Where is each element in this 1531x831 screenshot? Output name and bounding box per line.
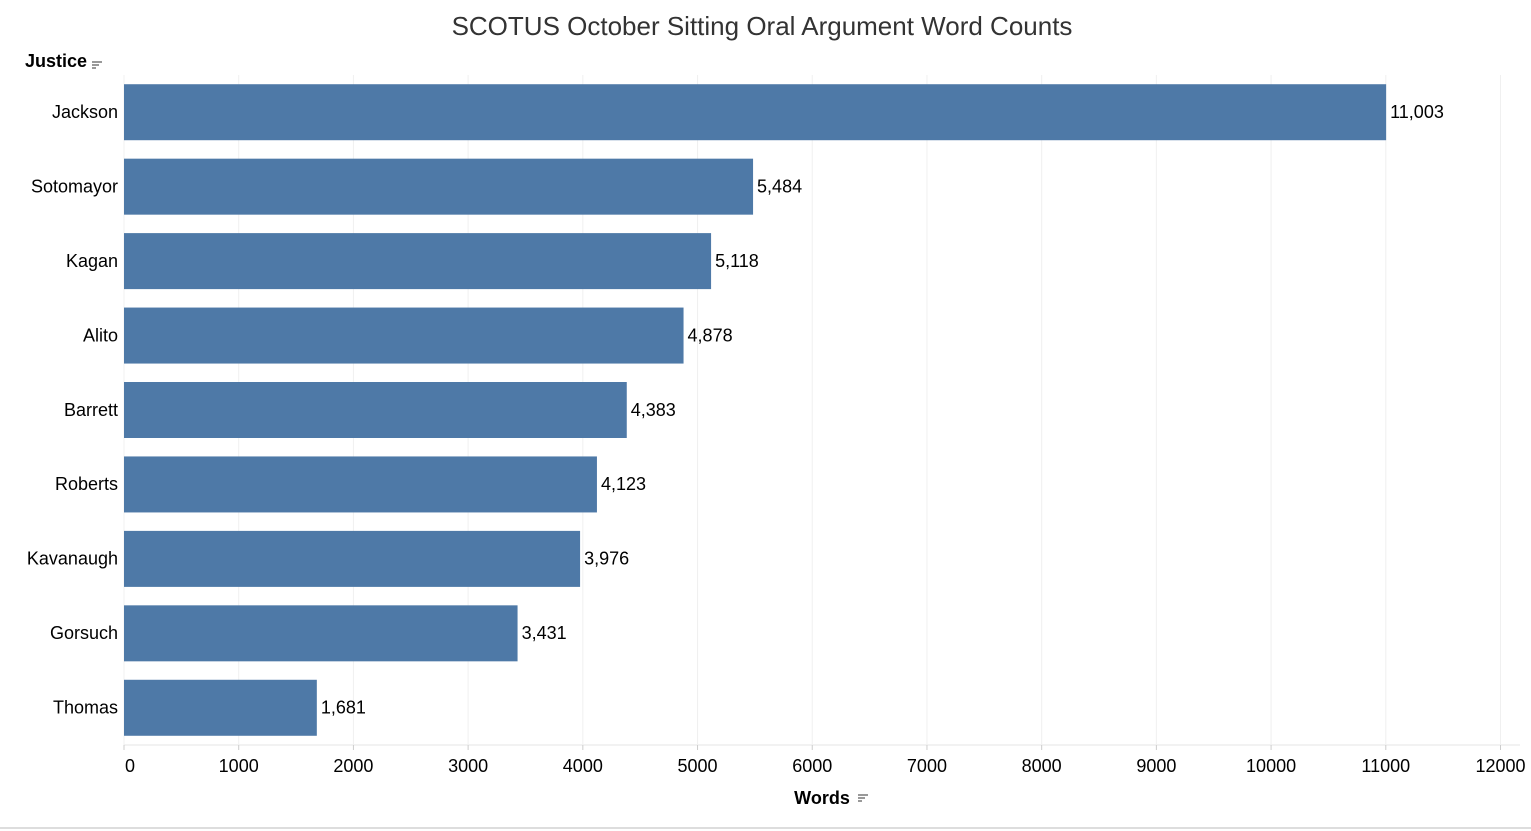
- sort-icon[interactable]: [92, 61, 102, 69]
- bar: [124, 530, 581, 587]
- x-tick-label: 0: [125, 756, 135, 776]
- bar: [124, 456, 597, 513]
- y-tick-label: Barrett: [64, 400, 118, 420]
- x-tick-label: 10000: [1246, 756, 1296, 776]
- x-tick-label: 11000: [1361, 756, 1410, 776]
- x-tick-label: 4000: [563, 756, 603, 776]
- data-label: 1,681: [321, 698, 366, 718]
- chart-title: SCOTUS October Sitting Oral Argument Wor…: [452, 11, 1073, 41]
- y-tick-label: Gorsuch: [50, 623, 118, 643]
- y-tick-label: Kavanaugh: [27, 549, 118, 569]
- x-tick-label: 5000: [678, 756, 718, 776]
- y-axis-title: Justice: [25, 51, 87, 71]
- x-tick-label: 9000: [1136, 756, 1176, 776]
- y-tick-label: Sotomayor: [31, 176, 118, 196]
- data-label: 3,431: [522, 623, 567, 643]
- bar: [124, 233, 712, 290]
- data-label: 11,003: [1390, 102, 1444, 122]
- y-tick-label: Thomas: [53, 698, 118, 718]
- y-tick-label: Roberts: [55, 474, 118, 494]
- data-label: 5,484: [757, 176, 802, 196]
- x-tick-label: 6000: [792, 756, 832, 776]
- x-tick-label: 2000: [333, 756, 373, 776]
- data-label: 4,878: [688, 325, 733, 345]
- bar: [124, 679, 317, 736]
- bar: [124, 158, 754, 215]
- y-tick-label: Kagan: [66, 251, 118, 271]
- x-tick-label: 12000: [1475, 756, 1525, 776]
- x-tick-label: 7000: [907, 756, 947, 776]
- x-axis-title: Words: [794, 788, 850, 808]
- data-label: 4,123: [601, 474, 646, 494]
- data-label: 5,118: [715, 251, 759, 271]
- x-tick-label: 1000: [219, 756, 259, 776]
- bar: [124, 605, 518, 662]
- bar: [124, 382, 627, 438]
- bar: [124, 84, 1387, 141]
- y-tick-label: Jackson: [52, 102, 118, 122]
- data-label: 4,383: [631, 400, 676, 420]
- x-tick-label: 8000: [1022, 756, 1062, 776]
- data-label: 3,976: [584, 549, 629, 569]
- x-tick-label: 3000: [448, 756, 488, 776]
- y-tick-label: Alito: [83, 325, 118, 345]
- sort-icon[interactable]: [858, 794, 868, 802]
- bar: [124, 307, 684, 364]
